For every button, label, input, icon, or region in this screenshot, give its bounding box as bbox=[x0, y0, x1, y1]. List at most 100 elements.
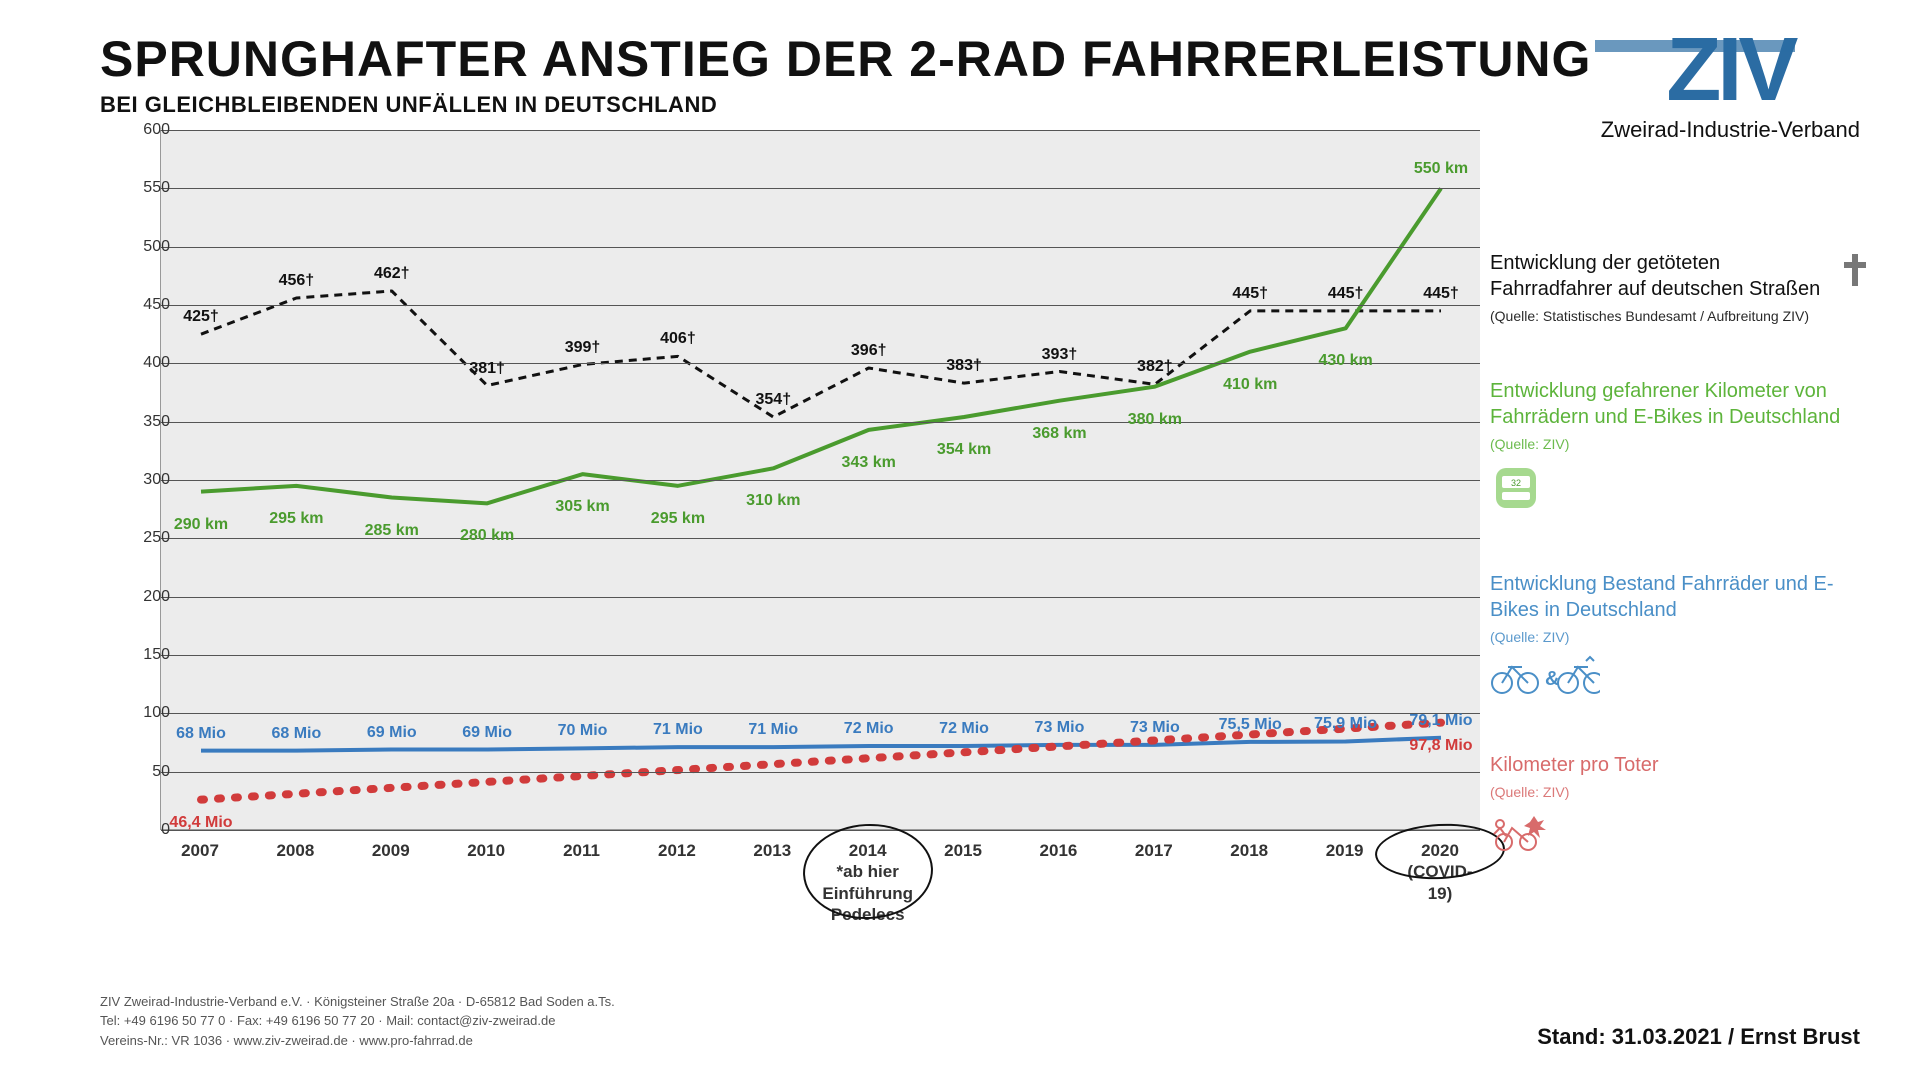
x-tick-label: 2020(COVID-19) bbox=[1407, 840, 1472, 904]
brand-logo: ZIV Zweirad-Industrie-Verband bbox=[1601, 30, 1860, 143]
data-label: 354 km bbox=[937, 441, 991, 459]
data-label: 383† bbox=[946, 357, 982, 375]
data-label: 46,4 Mio bbox=[169, 814, 232, 832]
data-label: 73 Mio bbox=[1035, 719, 1085, 737]
page: SPRUNGHAFTER ANSTIEG DER 2-RAD FAHRRERLE… bbox=[0, 0, 1920, 1080]
legend-item: Entwicklung Bestand Fahrräder und E-Bike… bbox=[1490, 571, 1870, 702]
x-tick-label: 2013 bbox=[753, 840, 791, 861]
gridline bbox=[161, 713, 1480, 714]
plot-area: 425† 456† 462† 381† 399† 406† 354† 396† 383† 393†… bbox=[160, 130, 1480, 830]
chart: 425† 456† 462† 381† 399† 406† 354† 396† 383† 393†… bbox=[100, 130, 1500, 900]
data-label: 406† bbox=[660, 330, 696, 348]
data-label: 343 km bbox=[842, 454, 896, 472]
data-label: 456† bbox=[279, 272, 315, 290]
data-label: 382† bbox=[1137, 358, 1173, 376]
legend-item: Kilometer pro Toter(Quelle: ZIV) bbox=[1490, 752, 1870, 861]
data-label: 68 Mio bbox=[176, 725, 226, 743]
data-label: 72 Mio bbox=[844, 720, 894, 738]
data-label: 399† bbox=[565, 339, 601, 357]
footer: ZIV Zweirad-Industrie-Verband e.V. · Kön… bbox=[100, 992, 615, 1051]
svg-text:32: 32 bbox=[1511, 478, 1521, 488]
data-label: 75,5 Mio bbox=[1219, 716, 1282, 734]
data-label: 68 Mio bbox=[271, 725, 321, 743]
data-label: 72 Mio bbox=[939, 720, 989, 738]
x-tick-label: 2017 bbox=[1135, 840, 1173, 861]
gridline bbox=[161, 305, 1480, 306]
data-label: 75,9 Mio bbox=[1314, 715, 1377, 733]
x-tick-label: 2008 bbox=[276, 840, 314, 861]
legend-item: Entwicklung gefahrener Kilometer von Fah… bbox=[1490, 378, 1870, 521]
data-label: 396† bbox=[851, 342, 887, 360]
data-label: 310 km bbox=[746, 492, 800, 510]
bikes-icon: & bbox=[1490, 655, 1870, 702]
data-label: 445† bbox=[1232, 285, 1268, 303]
x-tick-label: 2007 bbox=[181, 840, 219, 861]
legend-item: Entwicklung der getöteten Fahrradfahrer … bbox=[1490, 250, 1870, 328]
y-tick-label: 350 bbox=[120, 413, 170, 431]
x-tick-label: 2012 bbox=[658, 840, 696, 861]
gridline bbox=[161, 655, 1480, 656]
x-tick-label: 2019 bbox=[1326, 840, 1364, 861]
data-label: 305 km bbox=[555, 498, 609, 516]
data-label: 410 km bbox=[1223, 376, 1277, 394]
y-tick-label: 150 bbox=[120, 646, 170, 664]
odometer-icon: 32 bbox=[1490, 462, 1870, 521]
x-tick-label: 2009 bbox=[372, 840, 410, 861]
crash-icon bbox=[1490, 810, 1870, 861]
data-label: 295 km bbox=[651, 510, 705, 528]
gridline bbox=[161, 422, 1480, 423]
y-tick-label: 100 bbox=[120, 704, 170, 722]
data-label: 295 km bbox=[269, 510, 323, 528]
y-tick-label: 600 bbox=[120, 121, 170, 139]
y-tick-label: 50 bbox=[120, 763, 170, 781]
y-tick-label: 550 bbox=[120, 179, 170, 197]
gridline bbox=[161, 597, 1480, 598]
y-tick-label: 200 bbox=[120, 588, 170, 606]
gridline bbox=[161, 480, 1480, 481]
data-label: 97,8 Mio bbox=[1409, 737, 1472, 755]
data-label: 73 Mio bbox=[1130, 719, 1180, 737]
legend: Entwicklung der getöteten Fahrradfahrer … bbox=[1490, 250, 1870, 911]
data-label: 445† bbox=[1423, 285, 1459, 303]
x-tick-label: 2015 bbox=[944, 840, 982, 861]
y-tick-label: 500 bbox=[120, 238, 170, 256]
gridline bbox=[161, 363, 1480, 364]
data-label: 290 km bbox=[174, 516, 228, 534]
data-label: 69 Mio bbox=[462, 724, 512, 742]
data-label: 381† bbox=[469, 360, 505, 378]
gridline bbox=[161, 130, 1480, 131]
data-label: 550 km bbox=[1414, 160, 1468, 178]
data-label: 380 km bbox=[1128, 411, 1182, 429]
data-label: 425† bbox=[183, 308, 219, 326]
gridline bbox=[161, 830, 1480, 831]
gridline bbox=[161, 247, 1480, 248]
cross-icon bbox=[1840, 250, 1870, 297]
x-tick-label: 2010 bbox=[467, 840, 505, 861]
gridline bbox=[161, 538, 1480, 539]
x-tick-label: 2018 bbox=[1230, 840, 1268, 861]
data-label: 368 km bbox=[1032, 425, 1086, 443]
gridline bbox=[161, 772, 1480, 773]
y-tick-label: 300 bbox=[120, 471, 170, 489]
date-author: Stand: 31.03.2021 / Ernst Brust bbox=[1537, 1024, 1860, 1050]
data-label: 445† bbox=[1328, 285, 1364, 303]
logo-subtext: Zweirad-Industrie-Verband bbox=[1601, 117, 1860, 143]
data-label: 280 km bbox=[460, 527, 514, 545]
data-label: 430 km bbox=[1318, 352, 1372, 370]
logo-text: ZIV bbox=[1601, 30, 1860, 111]
data-label: 70 Mio bbox=[558, 722, 608, 740]
y-tick-label: 0 bbox=[120, 821, 170, 839]
data-label: 71 Mio bbox=[653, 721, 703, 739]
data-label: 69 Mio bbox=[367, 724, 417, 742]
data-label: 79,1 Mio bbox=[1409, 712, 1472, 730]
gridline bbox=[161, 188, 1480, 189]
y-tick-label: 450 bbox=[120, 296, 170, 314]
data-label: 393† bbox=[1042, 346, 1078, 364]
x-tick-label: 2014*ab hierEinführungPedelecs bbox=[822, 840, 913, 925]
data-label: 462† bbox=[374, 265, 410, 283]
svg-text:&: & bbox=[1545, 668, 1559, 690]
y-tick-label: 400 bbox=[120, 354, 170, 372]
x-tick-label: 2011 bbox=[563, 840, 600, 861]
x-tick-label: 2016 bbox=[1040, 840, 1078, 861]
data-label: 354† bbox=[756, 391, 792, 409]
